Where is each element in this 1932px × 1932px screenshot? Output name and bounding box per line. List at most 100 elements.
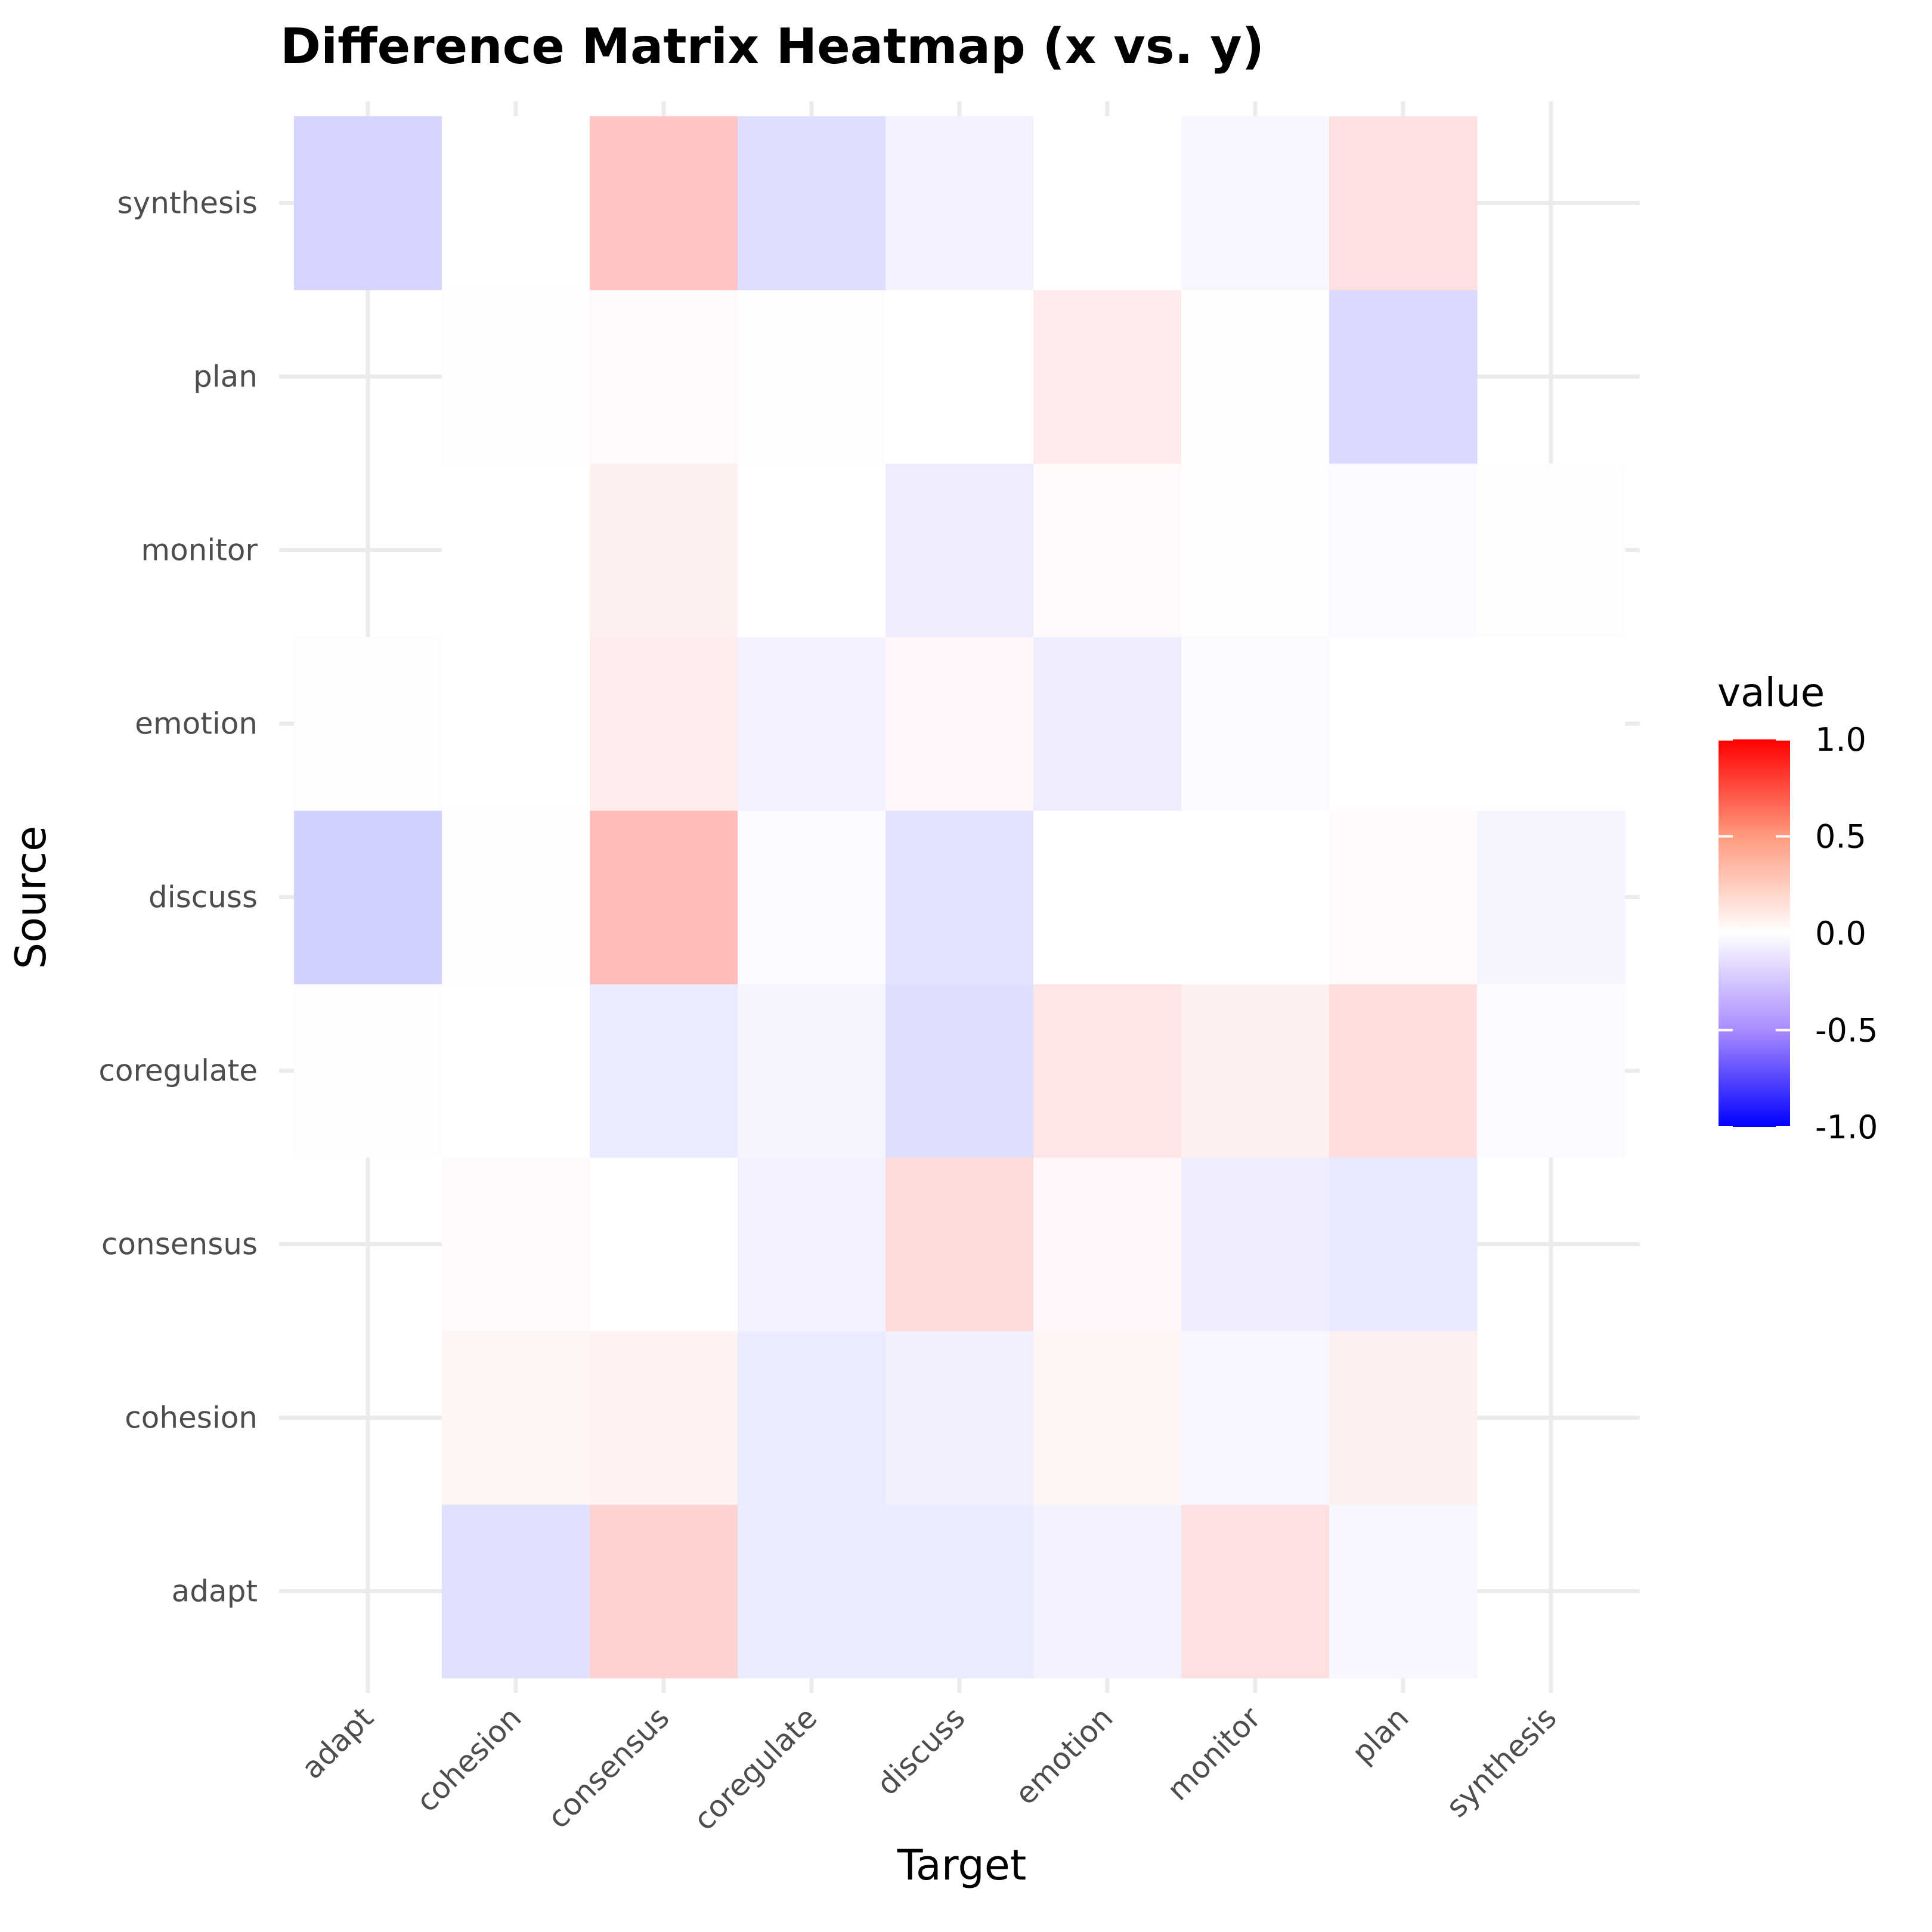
heatmap-cell-consensus-emotion: [1033, 1157, 1182, 1332]
heatmap-cell-emotion-plan: [1329, 637, 1478, 811]
y-tick-label: adapt: [172, 1574, 258, 1609]
y-tick-label: discuss: [148, 880, 258, 915]
y-tick-label: emotion: [135, 707, 258, 741]
y-tick-label: synthesis: [117, 186, 258, 221]
heatmap-cell-discuss-consensus: [590, 810, 738, 984]
legend-title: value: [1717, 670, 1825, 716]
heatmap-cell-monitor-monitor: [1181, 463, 1330, 637]
heatmap-cell-consensus-discuss: [886, 1157, 1034, 1332]
heatmap-cell-synthesis-consensus: [590, 116, 738, 290]
heatmap-cell-monitor-synthesis: [1477, 463, 1626, 637]
heatmap-cells: [294, 116, 1626, 1679]
heatmap-cell-coregulate-discuss: [886, 984, 1034, 1158]
heatmap-cell-emotion-monitor: [1181, 637, 1330, 811]
heatmap-cell-cohesion-plan: [1329, 1331, 1478, 1505]
heatmap-cell-monitor-consensus: [590, 463, 738, 637]
heatmap-cell-adapt-discuss: [886, 1504, 1034, 1679]
heatmap-cell-discuss-synthesis: [1477, 810, 1626, 984]
heatmap-cell-consensus-cohesion: [442, 1157, 590, 1332]
heatmap-cell-emotion-coregulate: [738, 637, 886, 811]
heatmap-cell-adapt-emotion: [1033, 1504, 1182, 1679]
y-tick-label: monitor: [141, 533, 258, 568]
heatmap-cell-emotion-synthesis: [1477, 637, 1626, 811]
heatmap-cell-synthesis-plan: [1329, 116, 1478, 290]
heatmap-cell-synthesis-emotion: [1033, 116, 1182, 290]
heatmap-cell-cohesion-cohesion: [442, 1331, 590, 1505]
chart-title: Difference Matrix Heatmap (x vs. y): [280, 18, 1264, 75]
heatmap-cell-plan-emotion: [1033, 290, 1182, 464]
heatmap-cell-cohesion-monitor: [1181, 1331, 1330, 1505]
heatmap-cell-plan-discuss: [886, 290, 1034, 464]
heatmap-cell-plan-plan: [1329, 290, 1478, 464]
x-tick-label: synthesis: [1439, 1700, 1563, 1823]
heatmap-cell-cohesion-consensus: [590, 1331, 738, 1505]
legend-tick-label: -0.5: [1815, 1012, 1878, 1049]
x-tick-label: cohesion: [410, 1700, 528, 1819]
heatmap-cell-plan-consensus: [590, 290, 738, 464]
heatmap-cell-consensus-coregulate: [738, 1157, 886, 1332]
x-tick-label: plan: [1345, 1700, 1415, 1770]
x-tick-label: consensus: [541, 1700, 676, 1835]
heatmap-cell-monitor-emotion: [1033, 463, 1182, 637]
heatmap-cell-consensus-plan: [1329, 1157, 1478, 1332]
heatmap-cell-discuss-plan: [1329, 810, 1478, 984]
heatmap-cell-emotion-emotion: [1033, 637, 1182, 811]
heatmap-cell-synthesis-discuss: [886, 116, 1034, 290]
heatmap-cell-emotion-discuss: [886, 637, 1034, 811]
heatmap-cell-plan-coregulate: [738, 290, 886, 464]
y-axis-title: Source: [7, 826, 55, 969]
heatmap-cell-cohesion-coregulate: [738, 1331, 886, 1505]
heatmap-cell-coregulate-plan: [1329, 984, 1478, 1158]
y-tick-label: cohesion: [125, 1401, 258, 1435]
heatmap-cell-discuss-discuss: [886, 810, 1034, 984]
x-tick-label: coregulate: [687, 1700, 824, 1837]
heatmap-cell-synthesis-cohesion: [442, 116, 590, 290]
heatmap-cell-emotion-consensus: [590, 637, 738, 811]
legend-tick-label: -1.0: [1815, 1109, 1878, 1146]
heatmap-cell-coregulate-coregulate: [738, 984, 886, 1158]
heatmap-cell-synthesis-coregulate: [738, 116, 886, 290]
heatmap-cell-adapt-plan: [1329, 1504, 1478, 1679]
legend-tick-label: 1.0: [1815, 721, 1866, 758]
heatmap-cell-monitor-coregulate: [738, 463, 886, 637]
x-tick-label: monitor: [1160, 1700, 1268, 1807]
y-tick-label: consensus: [101, 1227, 258, 1262]
x-axis-ticks: adapt cohesion consensus coregulate discuss e…: [295, 1700, 1563, 1837]
heatmap-cell-adapt-cohesion: [442, 1504, 590, 1679]
heatmap-cell-coregulate-adapt: [294, 984, 442, 1158]
heatmap-cell-consensus-consensus: [590, 1157, 738, 1332]
x-axis-title: Target: [897, 1841, 1027, 1890]
heatmap-cell-cohesion-emotion: [1033, 1331, 1182, 1505]
x-tick-label: discuss: [870, 1700, 971, 1801]
heatmap-cell-coregulate-synthesis: [1477, 984, 1626, 1158]
heatmap-cell-coregulate-cohesion: [442, 984, 590, 1158]
y-axis-ticks: adapt cohesion consensus coregulate discuss e…: [98, 186, 258, 1609]
heatmap-cell-emotion-adapt: [294, 637, 442, 811]
legend-ticks: 1.0 0.5 0.0 -0.5 -1.0: [1719, 721, 1878, 1146]
heatmap-cell-discuss-coregulate: [738, 810, 886, 984]
legend-tick-label: 0.0: [1815, 915, 1866, 952]
heatmap-cell-cohesion-discuss: [886, 1331, 1034, 1505]
heatmap-cell-monitor-discuss: [886, 463, 1034, 637]
heatmap-cell-discuss-emotion: [1033, 810, 1182, 984]
heatmap-cell-consensus-monitor: [1181, 1157, 1330, 1332]
heatmap-cell-synthesis-monitor: [1181, 116, 1330, 290]
color-legend: value 1.0 0.5 0.0 -0.5 -1.0: [1717, 670, 1878, 1146]
heatmap-cell-monitor-plan: [1329, 463, 1478, 637]
y-tick-label: plan: [193, 360, 258, 394]
legend-tick-label: 0.5: [1815, 818, 1866, 856]
heatmap-cell-coregulate-monitor: [1181, 984, 1330, 1158]
heatmap-cell-adapt-coregulate: [738, 1504, 886, 1679]
heatmap-cell-adapt-monitor: [1181, 1504, 1330, 1679]
heatmap-cell-adapt-consensus: [590, 1504, 738, 1679]
y-tick-label: coregulate: [98, 1054, 258, 1088]
heatmap-cell-coregulate-consensus: [590, 984, 738, 1158]
x-tick-label: adapt: [295, 1700, 380, 1785]
heatmap-cell-emotion-cohesion: [442, 637, 590, 811]
heatmap-cell-discuss-cohesion: [442, 810, 590, 984]
heatmap-cell-monitor-cohesion: [442, 463, 590, 637]
heatmap-cell-discuss-adapt: [294, 810, 442, 984]
x-tick-label: emotion: [1008, 1700, 1120, 1812]
heatmap-cell-discuss-monitor: [1181, 810, 1330, 984]
